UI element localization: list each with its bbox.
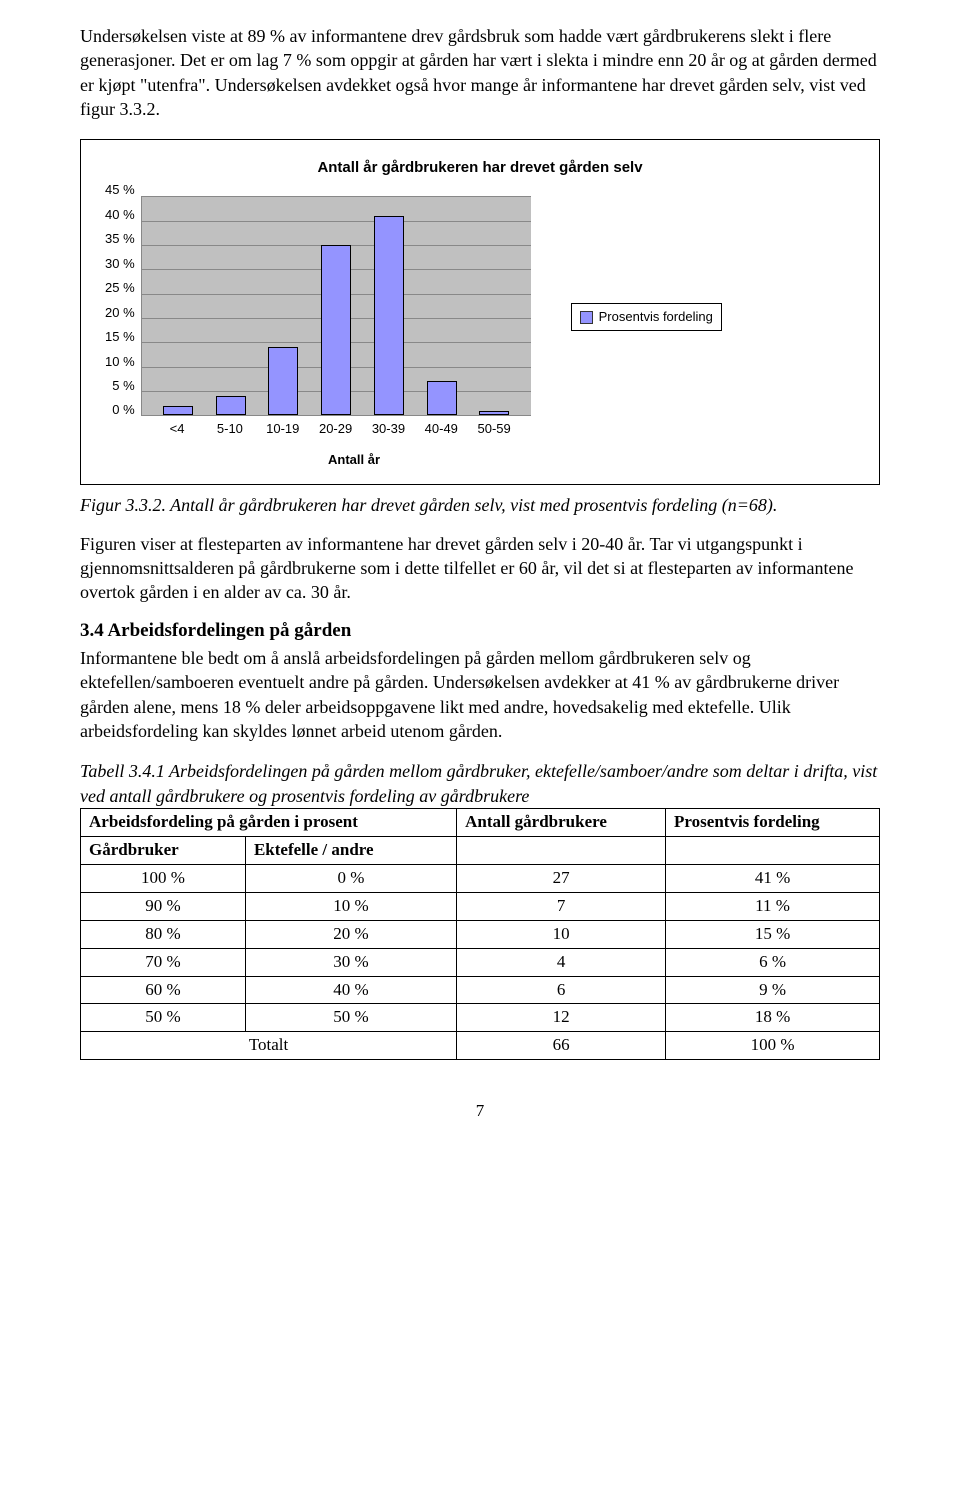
chart-bar — [216, 396, 246, 415]
x-tick-label: 50-59 — [474, 420, 514, 438]
table-header-pct: Prosentvis fordeling — [666, 808, 880, 836]
table-cell: 40 % — [245, 976, 456, 1004]
chart-bar — [374, 216, 404, 416]
table-cell: 10 — [457, 920, 666, 948]
chart-plot-area — [141, 196, 531, 416]
table-cell: 6 % — [666, 948, 880, 976]
x-tick-label: <4 — [157, 420, 197, 438]
table-subhead-blank-2 — [666, 836, 880, 864]
table-subhead-2: Ektefelle / andre — [245, 836, 456, 864]
chart-legend: Prosentvis fordeling — [571, 303, 722, 331]
table-cell: 0 % — [245, 864, 456, 892]
table-cell: 12 — [457, 1004, 666, 1032]
chart-bar — [427, 381, 457, 415]
data-table: Arbeidsfordeling på gården i prosent Ant… — [80, 808, 880, 1060]
section-heading: 3.4 Arbeidsfordelingen på gården — [80, 618, 880, 644]
x-tick-label: 40-49 — [421, 420, 461, 438]
table-cell: 20 % — [245, 920, 456, 948]
table-cell: 9 % — [666, 976, 880, 1004]
chart-y-axis: 45 %40 %35 %30 %25 %20 %15 %10 %5 %0 % — [105, 196, 141, 416]
x-tick-label: 5-10 — [210, 420, 250, 438]
figure-caption: Figur 3.3.2. Antall år gårdbrukeren har … — [80, 493, 880, 517]
table-total-row: Totalt 66 100 % — [81, 1032, 880, 1060]
x-tick-label: 30-39 — [368, 420, 408, 438]
table-cell: 6 — [457, 976, 666, 1004]
legend-label: Prosentvis fordeling — [599, 308, 713, 326]
table-cell: 70 % — [81, 948, 246, 976]
body-paragraph-2: Figuren viser at flesteparten av informa… — [80, 532, 880, 605]
table-subhead-blank-1 — [457, 836, 666, 864]
table-row: 90 %10 %711 % — [81, 892, 880, 920]
body-paragraph-3: Informantene ble bedt om å anslå arbeids… — [80, 646, 880, 743]
table-cell: 11 % — [666, 892, 880, 920]
chart-container: Antall år gårdbrukeren har drevet gården… — [80, 139, 880, 485]
chart-bar — [321, 245, 351, 415]
table-cell: 18 % — [666, 1004, 880, 1032]
table-cell: 27 — [457, 864, 666, 892]
table-total-count: 66 — [457, 1032, 666, 1060]
table-total-pct: 100 % — [666, 1032, 880, 1060]
x-tick-label: 20-29 — [316, 420, 356, 438]
table-header-row-2: Gårdbruker Ektefelle / andre — [81, 836, 880, 864]
chart-bar — [479, 411, 509, 416]
table-cell: 50 % — [81, 1004, 246, 1032]
table-cell: 50 % — [245, 1004, 456, 1032]
table-row: 70 %30 %46 % — [81, 948, 880, 976]
table-cell: 10 % — [245, 892, 456, 920]
table-header-row-1: Arbeidsfordeling på gården i prosent Ant… — [81, 808, 880, 836]
table-caption: Tabell 3.4.1 Arbeidsfordelingen på gårde… — [80, 759, 880, 808]
table-row: 80 %20 %1015 % — [81, 920, 880, 948]
table-cell: 4 — [457, 948, 666, 976]
table-total-label: Totalt — [81, 1032, 457, 1060]
chart-title: Antall år gårdbrukeren har drevet gården… — [105, 158, 855, 178]
table-header-merged: Arbeidsfordeling på gården i prosent — [81, 808, 457, 836]
table-cell: 90 % — [81, 892, 246, 920]
table-cell: 80 % — [81, 920, 246, 948]
page-number: 7 — [80, 1100, 880, 1123]
table-cell: 7 — [457, 892, 666, 920]
table-header-count: Antall gårdbrukere — [457, 808, 666, 836]
chart-x-label: Antall år — [328, 452, 380, 467]
chart-bar — [268, 347, 298, 415]
table-row: 50 %50 %1218 % — [81, 1004, 880, 1032]
table-subhead-1: Gårdbruker — [81, 836, 246, 864]
intro-paragraph: Undersøkelsen viste at 89 % av informant… — [80, 24, 880, 121]
table-cell: 41 % — [666, 864, 880, 892]
chart-bar — [163, 406, 193, 416]
table-row: 100 %0 %2741 % — [81, 864, 880, 892]
table-cell: 30 % — [245, 948, 456, 976]
table-row: 60 %40 %69 % — [81, 976, 880, 1004]
chart-x-axis: <4 5-10 10-19 20-29 30-39 40-49 50-59 — [141, 416, 531, 438]
x-tick-label: 10-19 — [263, 420, 303, 438]
table-cell: 100 % — [81, 864, 246, 892]
table-cell: 60 % — [81, 976, 246, 1004]
table-cell: 15 % — [666, 920, 880, 948]
legend-swatch — [580, 311, 593, 324]
